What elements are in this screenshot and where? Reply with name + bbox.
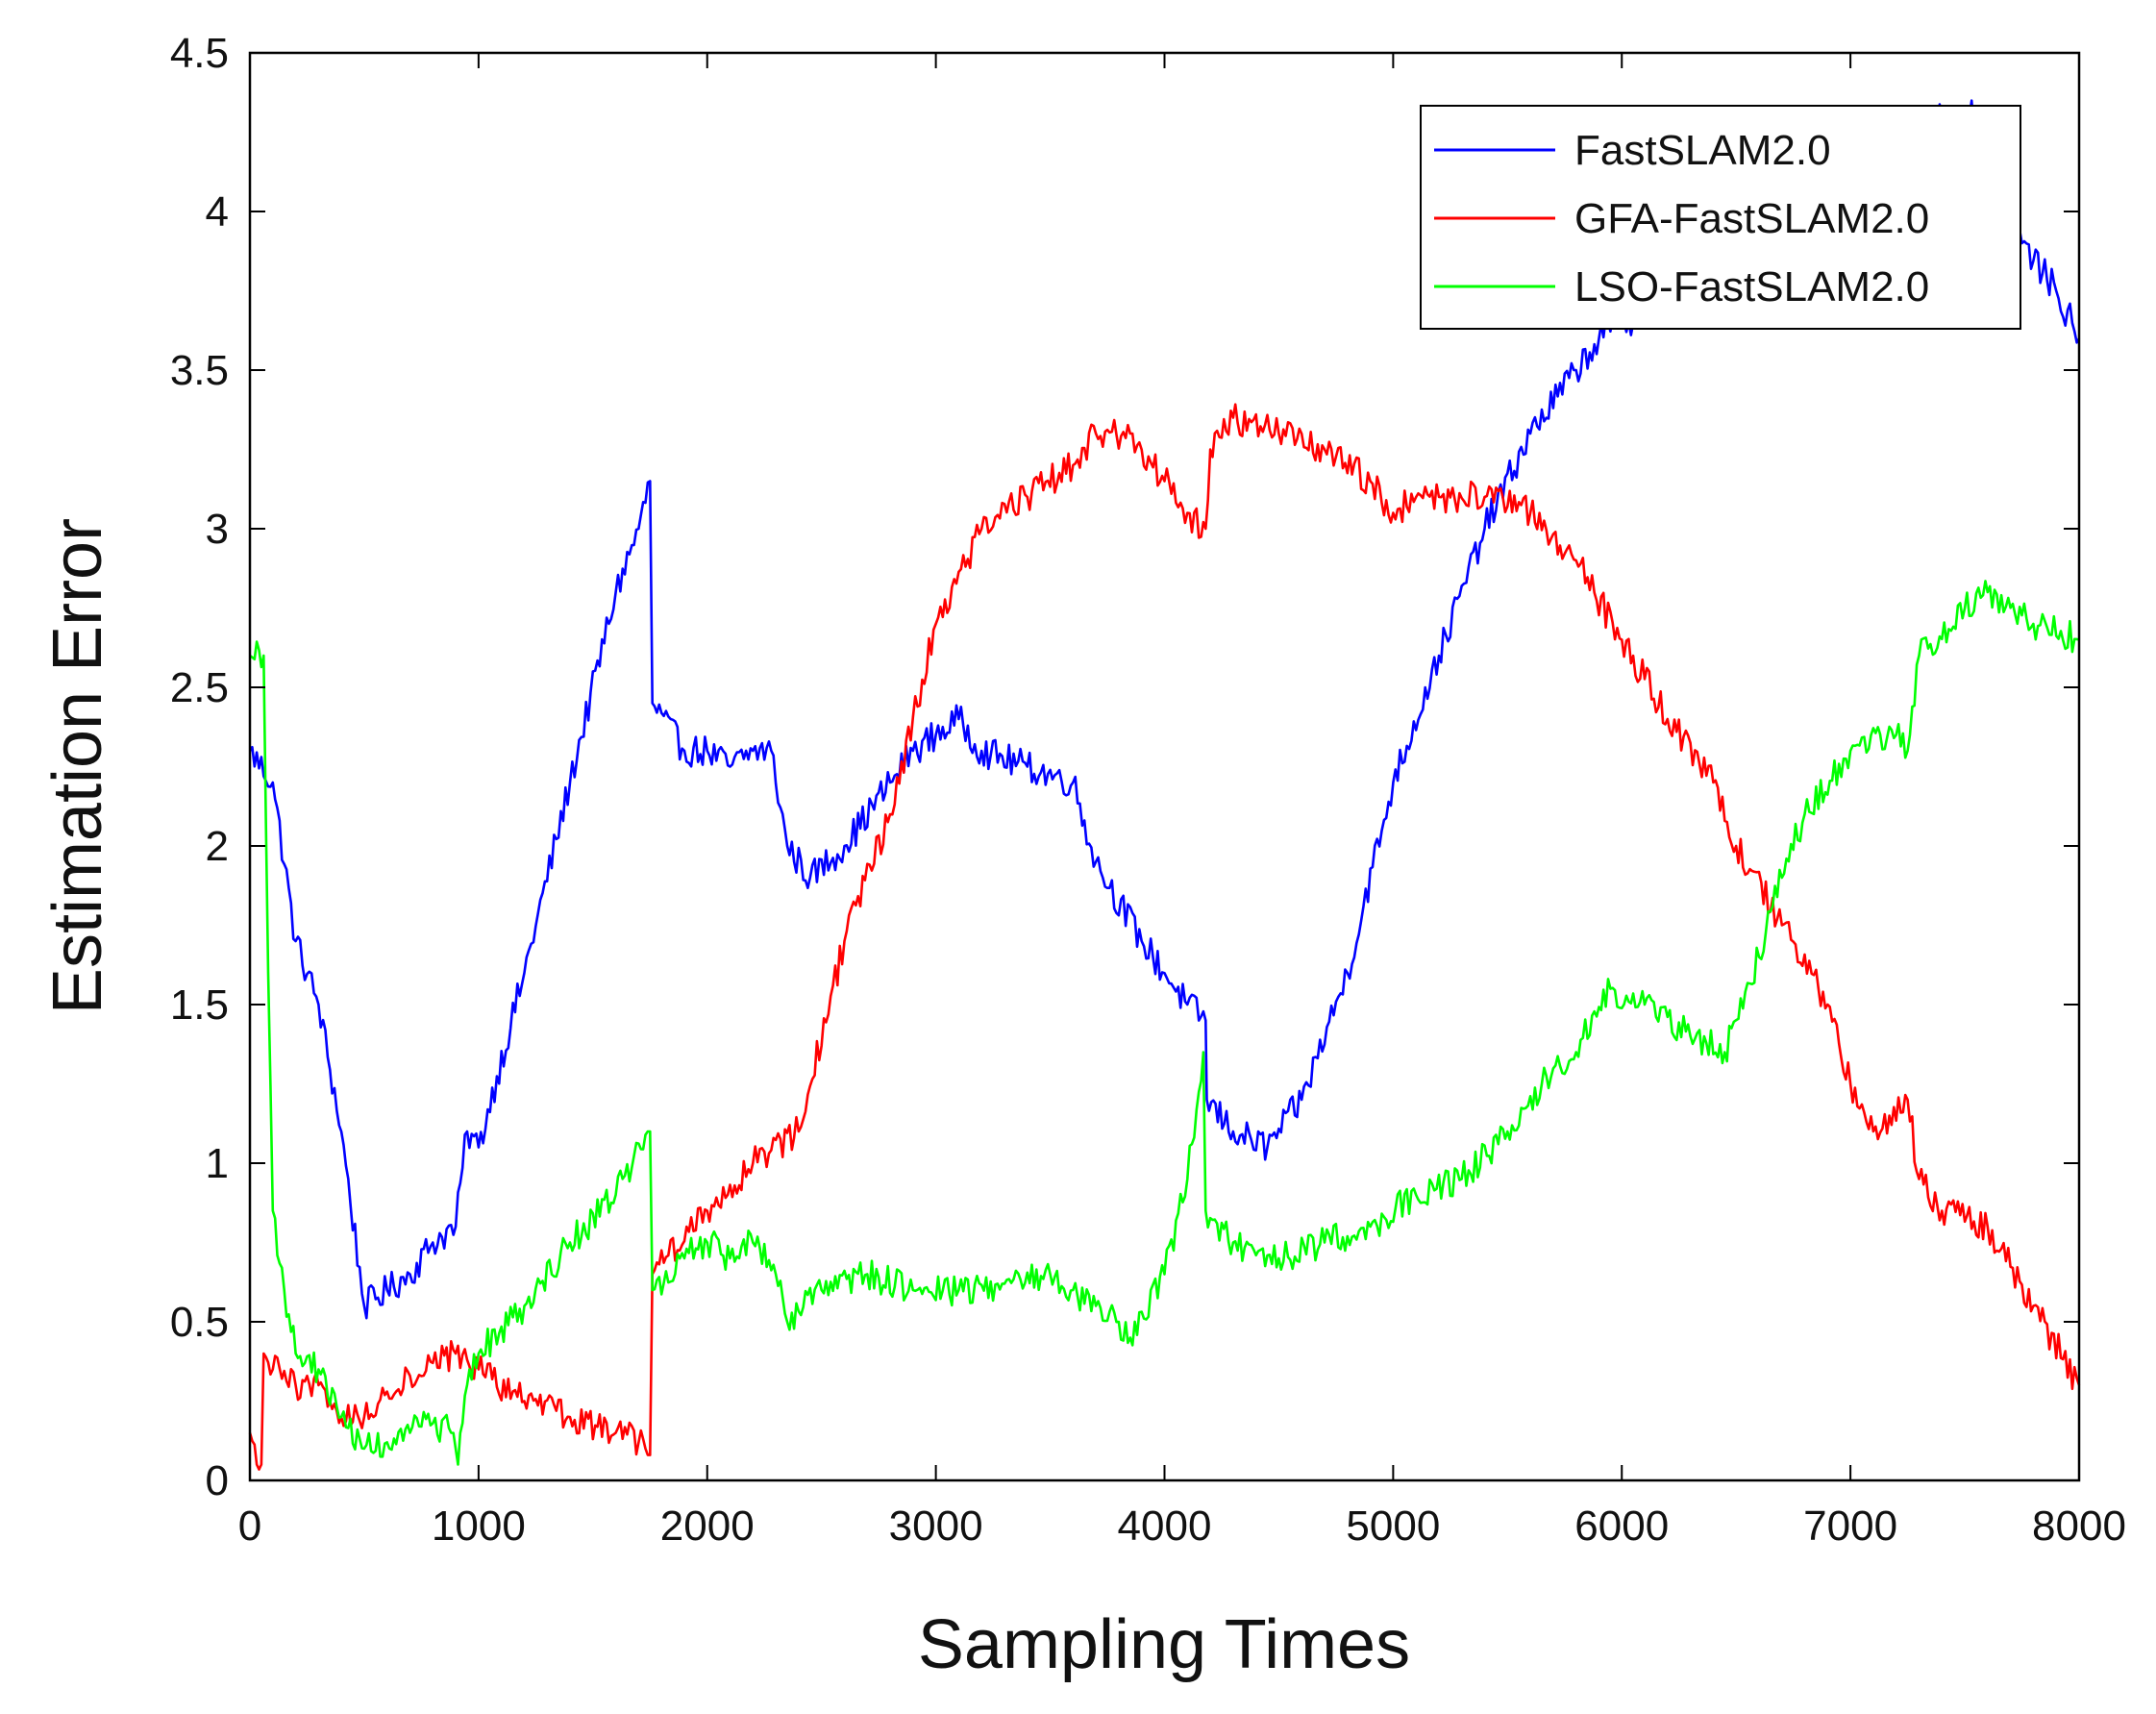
legend-label-lso-fastslam: LSO-FastSLAM2.0 (1574, 263, 1929, 311)
legend: FastSLAM2.0 GFA-FastSLAM2.0 LSO-FastSLAM… (1420, 105, 2021, 330)
legend-label-fastslam: FastSLAM2.0 (1574, 127, 1831, 174)
y-tick-label: 1.5 (170, 981, 229, 1029)
series-line-lso-fastslam2-0 (249, 580, 2080, 1466)
y-tick-label: 2.5 (170, 664, 229, 711)
x-tick-label: 7000 (1803, 1503, 1897, 1550)
y-tick-label: 4.5 (170, 30, 229, 77)
y-tick-label: 3.5 (170, 347, 229, 394)
y-tick-label: 3 (206, 506, 229, 553)
series-line-gfa-fastslam2-0 (248, 403, 2081, 1471)
x-tick-label: 2000 (660, 1503, 755, 1550)
x-tick-label: 3000 (889, 1503, 983, 1550)
x-tick-label: 5000 (1346, 1503, 1440, 1550)
x-axis-title: Sampling Times (918, 1606, 1410, 1683)
y-tick-label: 1 (206, 1140, 229, 1187)
x-tick-label: 1000 (432, 1503, 526, 1550)
y-tick-label: 0 (206, 1457, 229, 1504)
y-tick-label: 4 (206, 188, 229, 236)
y-tick-label: 2 (206, 823, 229, 870)
ticks-layer: 0 1000 2000 3000 4000 5000 6000 7000 8000 0 0.5 1 1.… (170, 30, 2126, 1550)
legend-label-gfa-fastslam: GFA-FastSLAM2.0 (1574, 195, 1929, 242)
y-axis-title: Estimation Error (39, 518, 116, 1014)
x-tick-label: 8000 (2032, 1503, 2126, 1550)
y-tick-label: 0.5 (170, 1299, 229, 1346)
x-tick-label: 6000 (1574, 1503, 1669, 1550)
x-tick-label: 0 (238, 1503, 261, 1550)
x-tick-label: 4000 (1118, 1503, 1212, 1550)
